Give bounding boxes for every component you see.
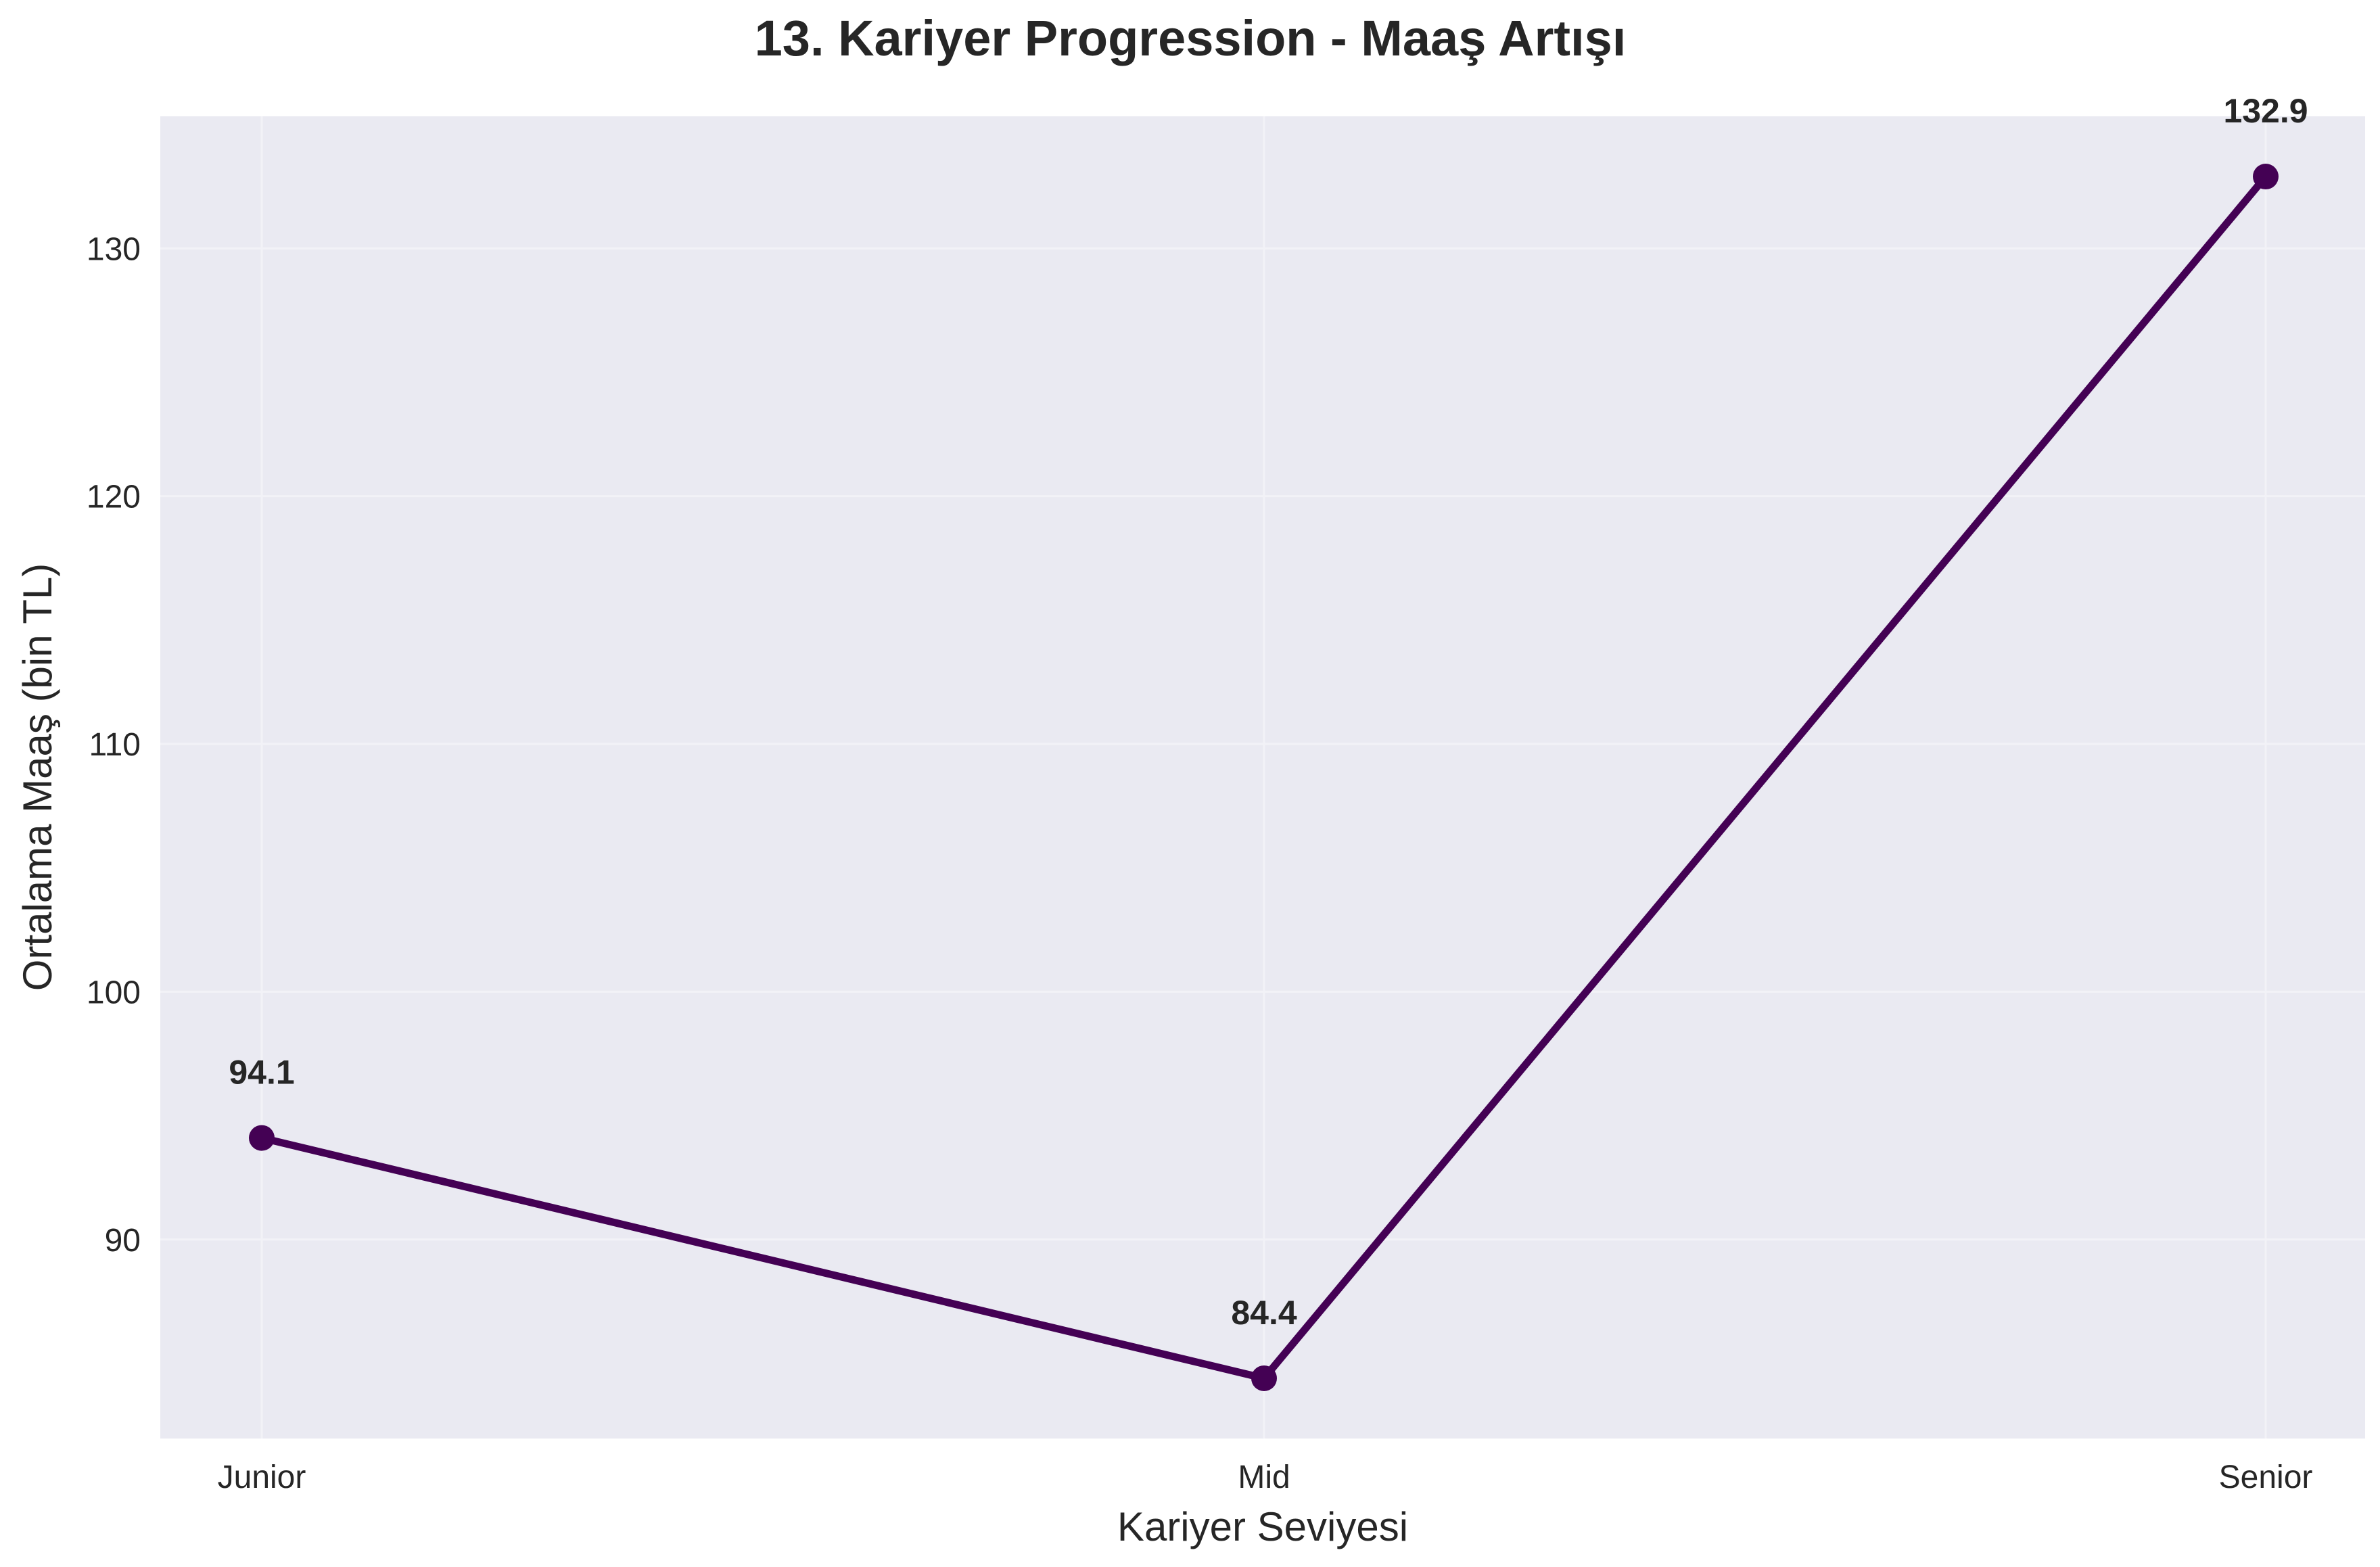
y-tick-label: 90 xyxy=(105,1223,141,1259)
plot-area xyxy=(160,116,2365,1439)
data-labels: 94.1 84.4 132.9 xyxy=(229,92,2308,1332)
data-label-mid: 84.4 xyxy=(1231,1294,1297,1332)
x-tick-label-mid: Mid xyxy=(1238,1459,1290,1495)
data-point-junior xyxy=(249,1125,275,1151)
y-tick-label: 120 xyxy=(87,480,141,515)
x-axis-label: Kariyer Seviyesi xyxy=(1117,1504,1408,1549)
data-point-mid xyxy=(1251,1365,1277,1391)
y-tick-label: 100 xyxy=(87,975,141,1010)
x-tick-label-junior: Junior xyxy=(218,1459,306,1495)
chart-title: 13. Kariyer Progression - Maaş Artışı xyxy=(755,10,1627,66)
y-tick-labels: 90 100 110 120 130 xyxy=(87,231,141,1259)
data-points xyxy=(249,164,2279,1391)
grid xyxy=(160,116,2365,1439)
x-tick-label-senior: Senior xyxy=(2219,1459,2313,1495)
x-tick-labels: Junior Mid Senior xyxy=(218,1459,2313,1495)
data-label-senior: 132.9 xyxy=(2223,92,2308,130)
y-axis-label: Ortalama Maaş (bin TL) xyxy=(15,563,60,991)
data-point-senior xyxy=(2253,164,2279,190)
data-label-junior: 94.1 xyxy=(229,1054,294,1092)
y-tick-label: 110 xyxy=(89,727,141,763)
y-tick-label: 130 xyxy=(87,231,141,267)
